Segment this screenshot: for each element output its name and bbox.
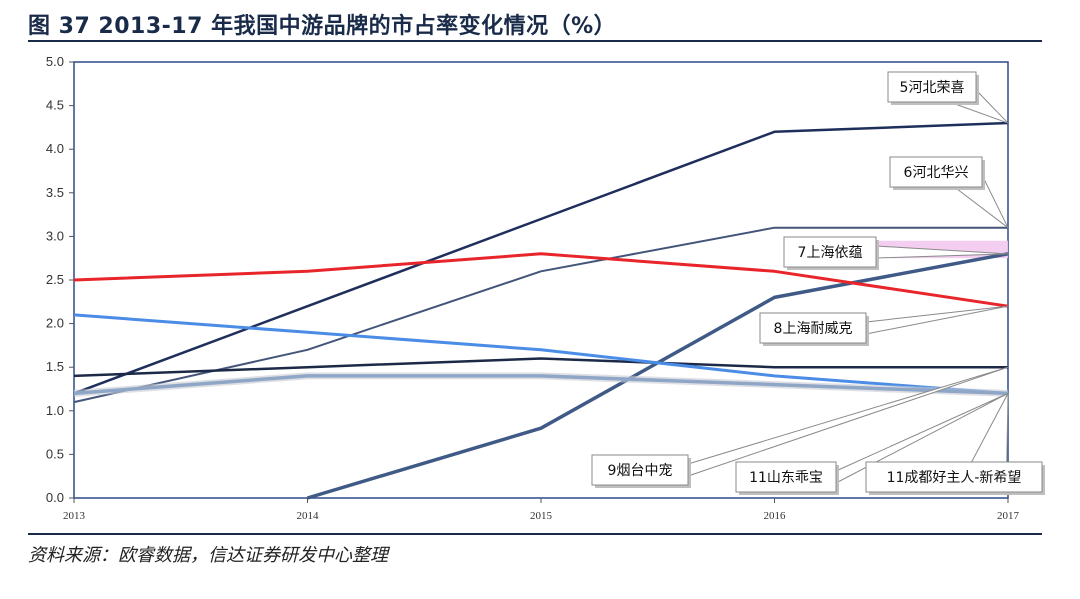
series-line-1 <box>73 121 1009 395</box>
y-tick-label: 2.0 <box>46 316 64 331</box>
y-tick-label: 3.0 <box>46 228 64 243</box>
callout-box <box>887 71 977 103</box>
y-tick-label: 0.5 <box>46 446 64 461</box>
callout-label: 6河北华兴 <box>904 165 969 181</box>
x-tick-label: 2016 <box>764 510 787 522</box>
callout-label: 9烟台中宠 <box>608 463 673 479</box>
x-tick-label: 2013 <box>63 510 86 522</box>
y-tick-label: 3.5 <box>46 185 64 200</box>
callout-label: 11山东乖宝 <box>749 470 823 486</box>
callout-box <box>591 454 689 486</box>
x-tick-label: 2014 <box>297 510 320 522</box>
callout-pointer <box>865 305 1009 335</box>
callout-box <box>865 461 1043 493</box>
callout-label: 8上海耐威克 <box>774 321 853 337</box>
callout-box <box>735 461 837 493</box>
y-tick-label: 5.0 <box>46 54 64 69</box>
series-line-5 <box>73 357 1008 378</box>
y-tick-label: 1.0 <box>46 403 64 418</box>
y-tick-label: 4.0 <box>46 141 64 156</box>
x-tick-label: 2017 <box>997 510 1020 522</box>
y-tick-label: 2.5 <box>46 272 64 287</box>
callout-label: 11成都好主人-新希望 <box>887 470 1022 486</box>
callout-box <box>889 156 983 188</box>
callout-box <box>783 236 877 268</box>
y-tick-label: 0.0 <box>46 490 64 505</box>
chart-title: 图 37 2013-17 年我国中游品牌的市占率变化情况（%） <box>28 14 617 39</box>
series-line-7 <box>73 374 1009 396</box>
footer-divider <box>28 533 1042 535</box>
callout-box <box>759 312 867 344</box>
y-tick-label: 4.5 <box>46 98 64 113</box>
series-line-4 <box>73 252 1009 308</box>
x-tick-label: 2015 <box>530 510 553 522</box>
callout-label: 7上海依蕴 <box>798 245 863 261</box>
series-line-6 <box>73 313 1009 395</box>
title-divider <box>28 40 1042 42</box>
callout-pointer <box>970 393 1009 463</box>
y-tick-label: 1.5 <box>46 359 64 374</box>
source-note: 资料来源：欧睿数据，信达证券研发中心整理 <box>28 545 388 566</box>
series-line-2 <box>73 226 1008 404</box>
callout-label: 5河北荣喜 <box>900 80 965 96</box>
